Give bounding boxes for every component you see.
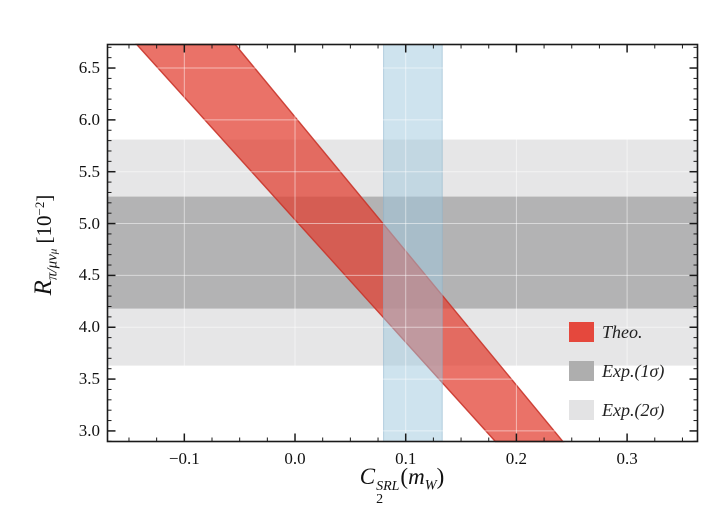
y-axis-title: Rπ/μνμ [10−2]	[30, 194, 61, 296]
y-tick-label: 4.0	[78, 317, 100, 337]
legend-label-exp-2sigma: Exp.(2σ)	[602, 400, 665, 420]
legend: Theo. Exp.(1σ) Exp.(2σ)	[569, 321, 664, 438]
x-axis-title: C SRL 2 (mW)	[359, 464, 445, 507]
y-tick-label: 4.5	[78, 265, 100, 285]
y-tick-label: 3.5	[78, 369, 100, 389]
y-tick-label: 5.5	[78, 161, 100, 181]
y-tick-label: 6.0	[78, 109, 100, 129]
legend-swatch-exp-2sigma	[569, 400, 594, 420]
plot-frame	[106, 43, 699, 443]
y-tick-label: 5.0	[78, 213, 100, 233]
x-title-symbol: C	[359, 464, 376, 489]
legend-swatch-exp-1sigma	[569, 361, 594, 381]
legend-item-exp-2sigma: Exp.(2σ)	[569, 399, 664, 421]
legend-item-theo: Theo.	[569, 321, 664, 343]
x-tick-label: 0.2	[505, 449, 528, 468]
x-tick-label: 0.0	[284, 449, 306, 468]
y-tick-label: 3.0	[78, 420, 100, 440]
y-tick-label: 6.5	[78, 58, 100, 78]
c2-constraint-band	[383, 44, 443, 442]
y-title-symbol: R	[30, 280, 58, 296]
legend-swatch-theo	[569, 322, 594, 342]
legend-label-theo: Theo.	[602, 322, 643, 342]
x-tick-label: −0.1	[168, 449, 200, 468]
x-tick-label: 0.1	[395, 449, 417, 468]
x-title-scripts: SRL 2	[376, 478, 400, 507]
legend-item-exp-1sigma: Exp.(1σ)	[569, 360, 664, 382]
legend-label-exp-1sigma: Exp.(1σ)	[602, 361, 665, 381]
x-tick-label: 0.3	[616, 449, 638, 468]
